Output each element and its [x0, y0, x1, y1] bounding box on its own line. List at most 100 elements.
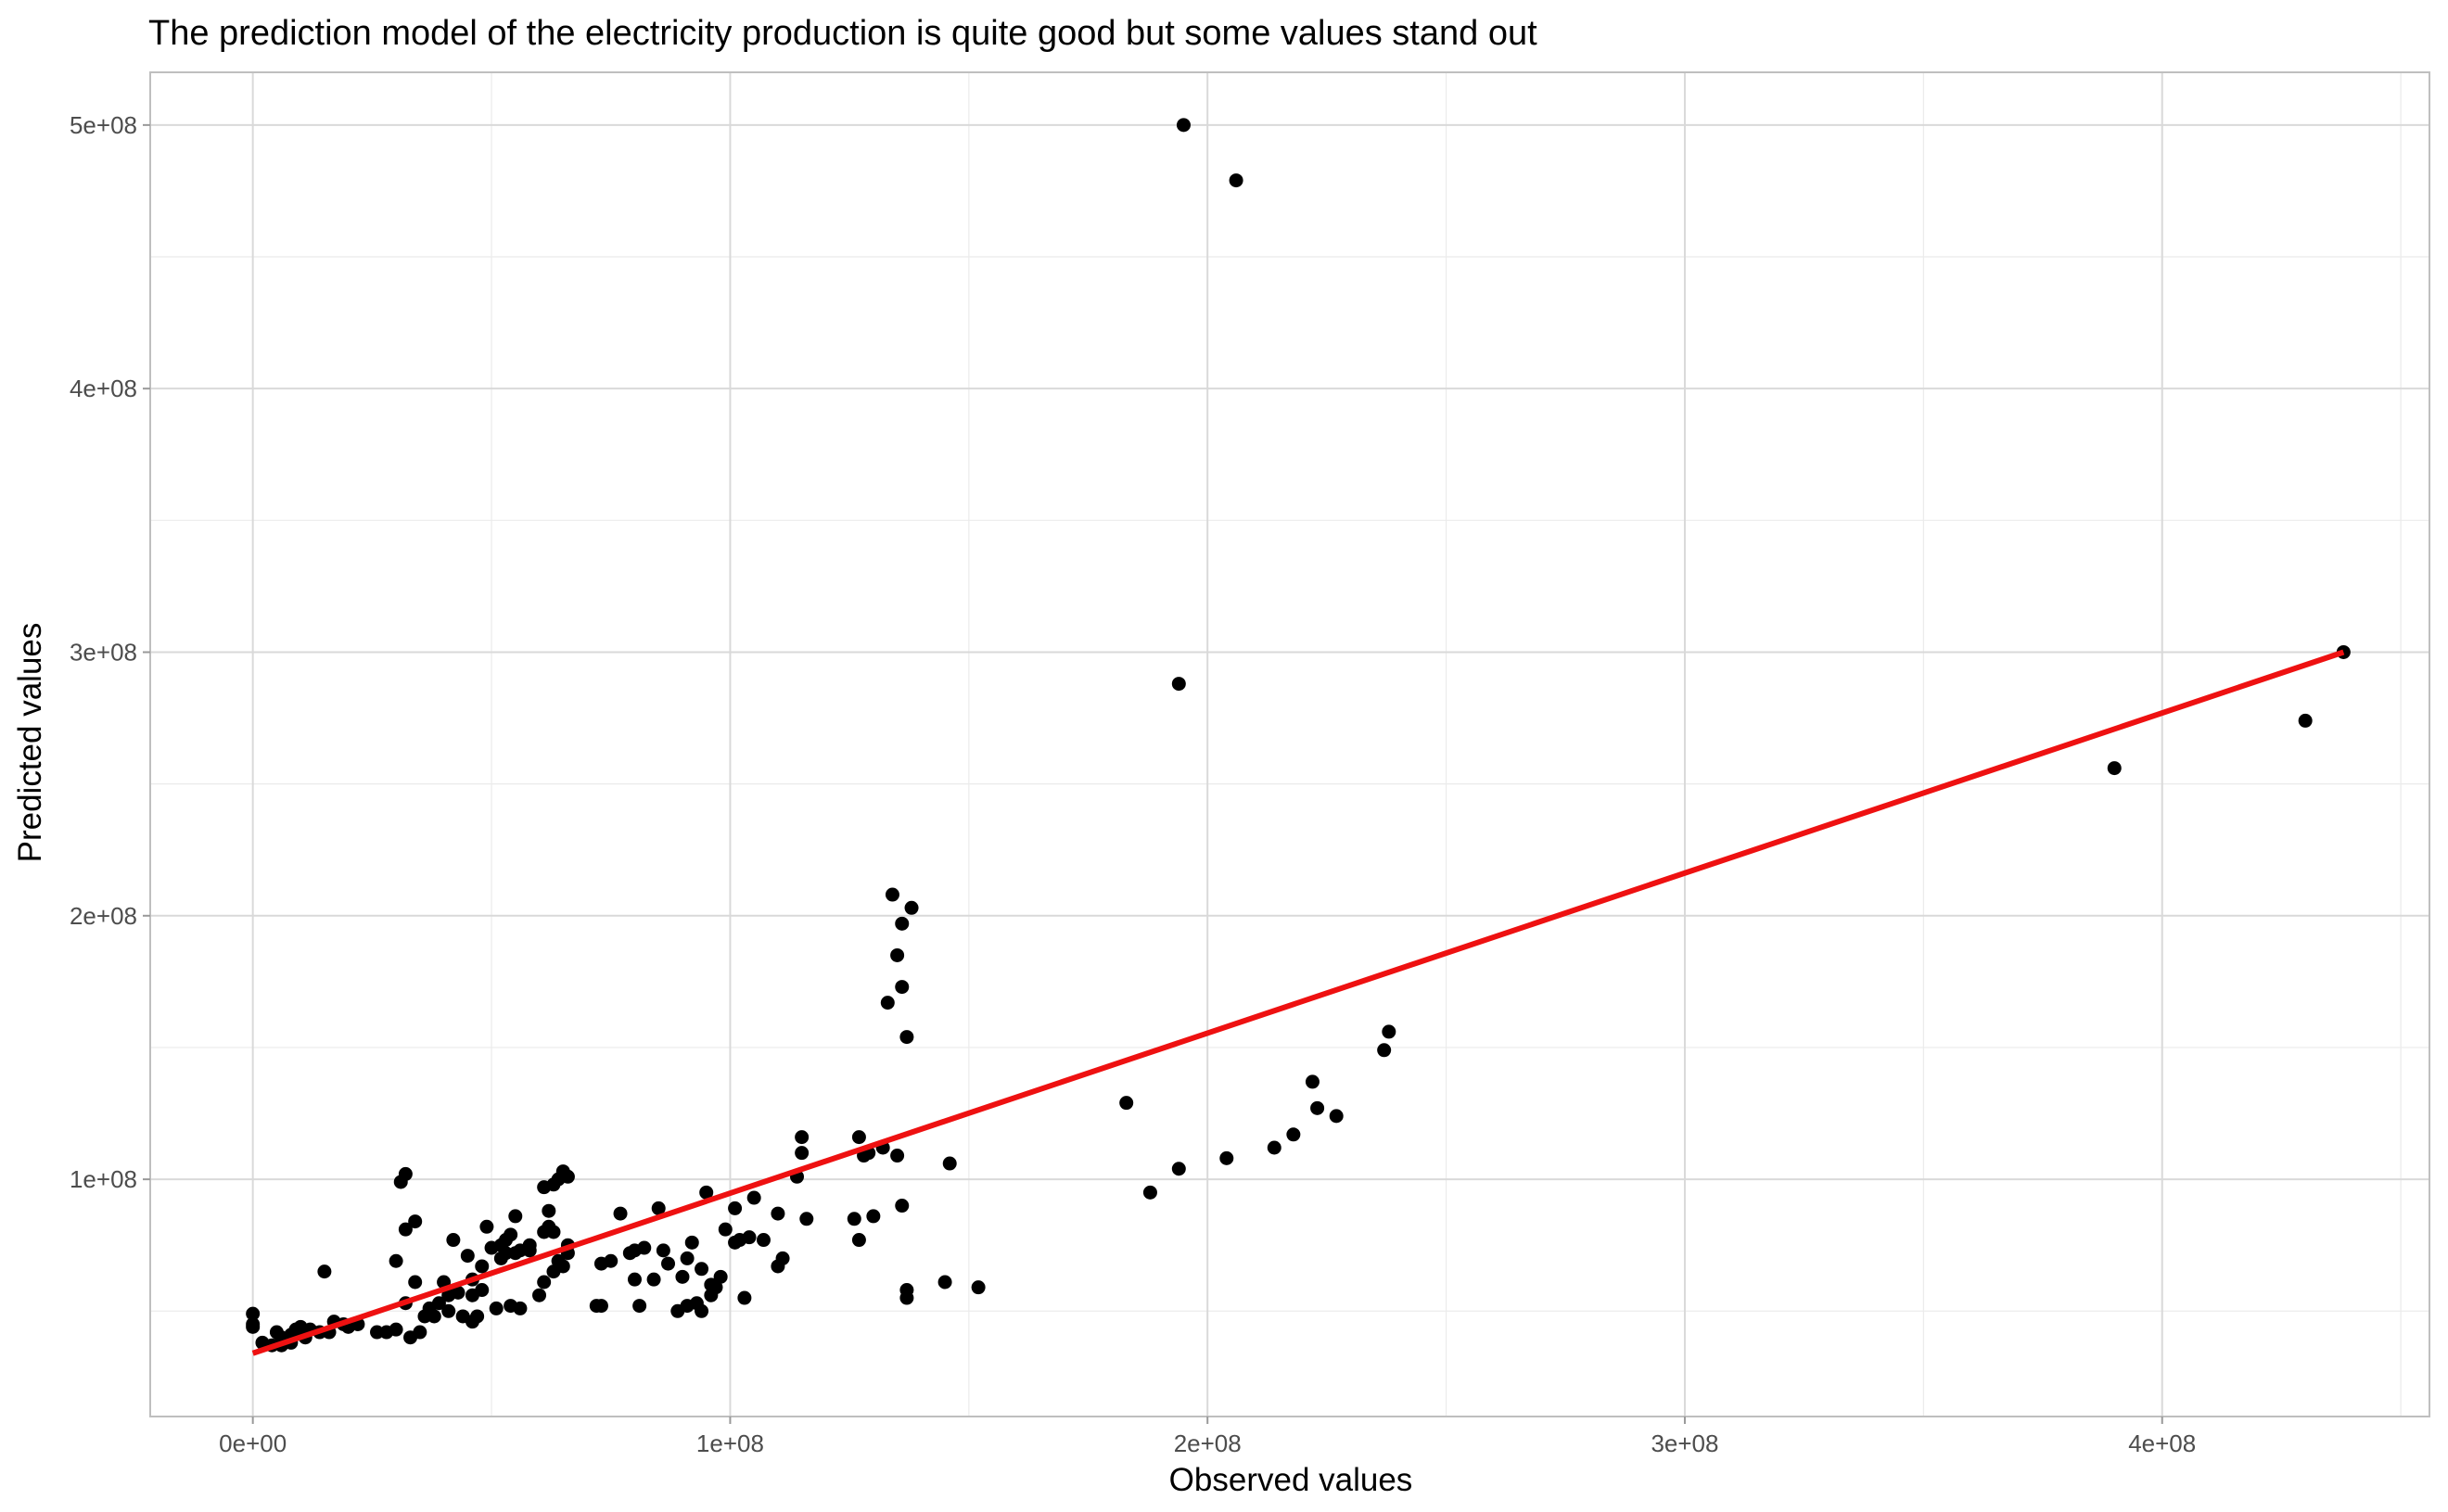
x-tick-label: 3e+08 [1651, 1429, 1718, 1457]
data-point [899, 1283, 914, 1298]
data-point [942, 1156, 957, 1171]
data-point [532, 1288, 547, 1302]
data-point [513, 1301, 528, 1315]
data-point [1171, 1162, 1186, 1176]
data-point [1171, 677, 1186, 692]
data-point [627, 1272, 642, 1287]
y-axis-ticks: 1e+08 2e+08 3e+08 4e+08 5e+08 [70, 111, 150, 1193]
data-point [866, 1209, 881, 1224]
data-point [398, 1166, 413, 1181]
y-tick-label: 3e+08 [70, 638, 137, 666]
data-point [555, 1259, 570, 1274]
data-point [475, 1283, 490, 1298]
minor-gridlines [150, 72, 2429, 1417]
data-point [713, 1269, 728, 1284]
data-point [613, 1206, 628, 1221]
data-point [675, 1269, 690, 1284]
data-point [971, 1280, 986, 1295]
x-tick-label: 4e+08 [2128, 1429, 2196, 1457]
data-point [1142, 1185, 1157, 1200]
data-point [718, 1222, 733, 1237]
data-point [895, 980, 910, 995]
data-point [699, 1185, 714, 1200]
data-point [847, 1212, 861, 1226]
data-point [795, 1146, 810, 1161]
y-axis-title: Predicted values [12, 623, 48, 863]
data-point [604, 1253, 618, 1268]
plot-panel-border [149, 71, 2430, 1417]
data-point [451, 1285, 465, 1300]
data-point [795, 1130, 810, 1145]
data-point [246, 1306, 261, 1321]
data-point [651, 1201, 666, 1215]
data-point [904, 900, 919, 915]
data-point [408, 1214, 423, 1229]
trend-line-segment [251, 649, 2345, 1356]
data-point [431, 1296, 446, 1311]
data-point [771, 1206, 785, 1221]
data-point [560, 1169, 575, 1184]
data-point [1310, 1100, 1325, 1115]
data-point [895, 916, 910, 931]
data-point [508, 1209, 523, 1224]
data-point [1219, 1150, 1234, 1165]
data-point [851, 1130, 866, 1145]
data-point [317, 1264, 332, 1279]
data-point [656, 1243, 670, 1258]
y-tick-label: 1e+08 [70, 1165, 137, 1193]
data-point [937, 1275, 952, 1290]
data-point [1176, 118, 1191, 133]
data-point [890, 947, 905, 962]
data-point [632, 1299, 647, 1314]
data-point [851, 1233, 866, 1248]
data-point [2107, 761, 2122, 776]
data-point [1286, 1127, 1301, 1142]
data-point [475, 1259, 490, 1274]
data-point [899, 1030, 914, 1045]
data-point [695, 1303, 709, 1318]
data-point [661, 1256, 676, 1271]
data-point [2298, 713, 2313, 728]
x-axis-title: Observed values [1169, 1462, 1413, 1498]
data-point [537, 1275, 552, 1290]
data-point [646, 1272, 661, 1287]
chart-title: The prediction model of the electricity … [148, 14, 1537, 53]
data-point [408, 1275, 423, 1290]
data-point [389, 1322, 403, 1337]
data-point [1329, 1109, 1344, 1124]
data-point [684, 1235, 699, 1250]
data-point [460, 1249, 475, 1264]
data-point [542, 1203, 556, 1218]
y-tick-label: 2e+08 [70, 902, 137, 930]
data-point [728, 1201, 743, 1215]
data-point [742, 1230, 757, 1245]
data-point [370, 1325, 385, 1340]
data-point [498, 1246, 513, 1261]
data-point [470, 1309, 485, 1324]
data-point [1305, 1074, 1320, 1089]
data-point [1229, 173, 1243, 188]
data-point [775, 1251, 790, 1265]
major-gridlines [150, 72, 2429, 1417]
data-point [880, 996, 895, 1010]
data-point [446, 1233, 461, 1248]
x-tick-label: 0e+00 [219, 1429, 287, 1457]
data-point [479, 1219, 494, 1234]
data-point [708, 1280, 723, 1295]
data-point [522, 1238, 537, 1252]
data-point [746, 1190, 761, 1205]
data-point [695, 1262, 709, 1277]
data-point [637, 1240, 652, 1255]
data-point [546, 1225, 561, 1239]
y-tick-label: 4e+08 [70, 375, 137, 402]
data-point [1377, 1043, 1392, 1058]
data-point [593, 1299, 608, 1314]
trend-line [251, 649, 2345, 1356]
y-tick-label: 5e+08 [70, 111, 137, 139]
data-point [885, 887, 899, 902]
data-point [680, 1251, 695, 1265]
data-point [890, 1149, 905, 1163]
data-point [398, 1222, 413, 1237]
